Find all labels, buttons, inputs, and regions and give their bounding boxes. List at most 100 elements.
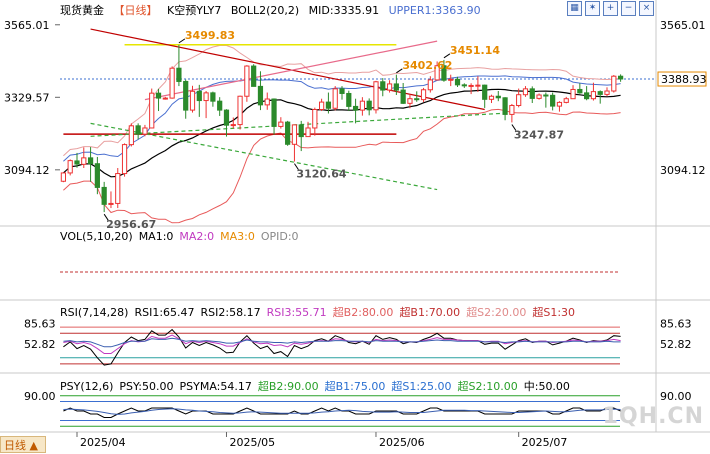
close-icon[interactable]: × bbox=[639, 1, 654, 16]
annotation-label: 3120.64 bbox=[296, 168, 346, 181]
candle-body bbox=[252, 66, 256, 86]
candle-body bbox=[374, 82, 378, 110]
rsi-legend-item: 超S2:20.00 bbox=[466, 306, 526, 319]
rsi-header: RSI(7,14,28)RSI1:65.47RSI2:58.17RSI3:55.… bbox=[60, 304, 581, 320]
psy-legend-item: 超S2:10.00 bbox=[458, 380, 518, 393]
annotation-label: 3247.87 bbox=[514, 128, 564, 141]
x-tick-label: 2025/04 bbox=[80, 436, 126, 449]
candle-body bbox=[150, 93, 154, 128]
candle-body bbox=[618, 76, 622, 79]
candle-body bbox=[326, 102, 330, 108]
y-tick-label-right: 3565.01 bbox=[660, 19, 706, 32]
y-tick-label-left: 3329.57 bbox=[4, 91, 50, 104]
candle-body bbox=[503, 98, 507, 115]
psy-series-psy bbox=[63, 408, 620, 418]
rsi-legend-item: 超B2:80.00 bbox=[333, 306, 394, 319]
candle-body bbox=[578, 89, 582, 92]
candle-body bbox=[598, 92, 602, 95]
candle-body bbox=[258, 86, 262, 104]
candle-body bbox=[476, 85, 480, 86]
candle-body bbox=[170, 68, 174, 98]
candle-body bbox=[272, 99, 276, 126]
candle-body bbox=[469, 85, 473, 86]
candle-body bbox=[224, 110, 228, 125]
vol-header: VOL(5,10,20)MA1:0MA2:0MA3:0OPID:0 bbox=[60, 230, 305, 243]
candle-body bbox=[408, 99, 412, 104]
candle-body bbox=[238, 96, 242, 124]
candle-body bbox=[428, 80, 432, 90]
candle-body bbox=[197, 91, 201, 100]
upper-value: UPPER1:3363.90 bbox=[389, 4, 481, 17]
candle-body bbox=[360, 101, 364, 110]
zoom-in-icon[interactable]: + bbox=[603, 1, 618, 16]
candle-body bbox=[353, 106, 357, 110]
candle-body bbox=[204, 93, 208, 101]
candle-body bbox=[530, 89, 534, 99]
psy-legend-item: 超S1:25.00 bbox=[391, 380, 451, 393]
candle-body bbox=[347, 93, 351, 106]
rsi-legend-item: RSI(7,14,28) bbox=[60, 306, 128, 319]
rsi-legend-item: 超S1:30 bbox=[532, 306, 575, 319]
boll-lower-line bbox=[63, 109, 620, 222]
candle-body bbox=[523, 89, 527, 95]
y-tick-label-left: 3565.01 bbox=[4, 19, 50, 32]
psy-y-tick-right: 90.00 bbox=[660, 390, 692, 403]
candle-body bbox=[394, 84, 398, 90]
grid-icon[interactable]: ▦ bbox=[567, 1, 582, 16]
candle-body bbox=[190, 91, 194, 110]
candle-body bbox=[136, 126, 140, 134]
candle-body bbox=[340, 89, 344, 94]
candle-body bbox=[313, 109, 317, 127]
candle-body bbox=[455, 79, 459, 85]
indicator-name[interactable]: K空预YLY7 bbox=[167, 4, 221, 17]
period-label[interactable]: 【日线】 bbox=[114, 4, 158, 17]
candle-body bbox=[421, 90, 425, 100]
zoom-out-icon[interactable]: − bbox=[621, 1, 636, 16]
candle-body bbox=[320, 102, 324, 109]
candle-body bbox=[88, 158, 92, 164]
candle-body bbox=[510, 105, 514, 114]
candle-body bbox=[163, 98, 167, 99]
symbol-label: 现货黄金 bbox=[60, 4, 104, 17]
period-tab[interactable]: 日线 ▲ bbox=[0, 436, 46, 453]
candle-body bbox=[61, 173, 65, 181]
vol-legend-item: MA1:0 bbox=[139, 230, 174, 243]
candle-body bbox=[496, 96, 500, 98]
candle-body bbox=[184, 81, 188, 110]
candle-body bbox=[68, 161, 72, 173]
candle-body bbox=[245, 66, 249, 96]
candle-body bbox=[116, 174, 120, 204]
candle-body bbox=[612, 76, 616, 91]
candle-body bbox=[415, 99, 419, 100]
mid-value: MID:3335.91 bbox=[309, 4, 379, 17]
candle-body bbox=[109, 203, 113, 204]
watermark: 1QH.CN bbox=[603, 404, 704, 429]
rsi-y-tick-right: 52.82 bbox=[660, 338, 692, 351]
settings-icon[interactable]: ✶ bbox=[585, 1, 600, 16]
candle-body bbox=[367, 101, 371, 110]
candle-body bbox=[122, 145, 126, 174]
candle-body bbox=[605, 91, 609, 94]
y-tick-label-left: 3094.12 bbox=[4, 164, 50, 177]
candle-body bbox=[82, 158, 86, 164]
candle-body bbox=[483, 85, 487, 99]
last-price-label: 3388.93 bbox=[661, 73, 707, 86]
rsi-legend-item: 超B1:70.00 bbox=[399, 306, 460, 319]
psy-header: PSY(12,6)PSY:50.00PSYMA:54.17超B2:90.00超B… bbox=[60, 378, 576, 394]
candle-body bbox=[585, 93, 589, 99]
candle-body bbox=[333, 89, 337, 108]
candle-body bbox=[489, 96, 493, 99]
candle-body bbox=[449, 79, 453, 80]
rsi-legend-item: RSI1:65.47 bbox=[134, 306, 194, 319]
main-header: 现货黄金 【日线】 K空预YLY7 BOLL2(20,2) MID:3335.9… bbox=[60, 2, 487, 18]
psy-legend-item: 超B2:90.00 bbox=[258, 380, 319, 393]
rsi-legend-item: RSI3:55.71 bbox=[267, 306, 327, 319]
candle-body bbox=[156, 93, 160, 98]
candle-body bbox=[75, 161, 79, 164]
vol-legend-item: MA3:0 bbox=[220, 230, 255, 243]
candle-body bbox=[231, 125, 235, 126]
candle-body bbox=[591, 92, 595, 99]
annotation-label: 3451.14 bbox=[450, 44, 500, 57]
boll-label[interactable]: BOLL2(20,2) bbox=[231, 4, 299, 17]
